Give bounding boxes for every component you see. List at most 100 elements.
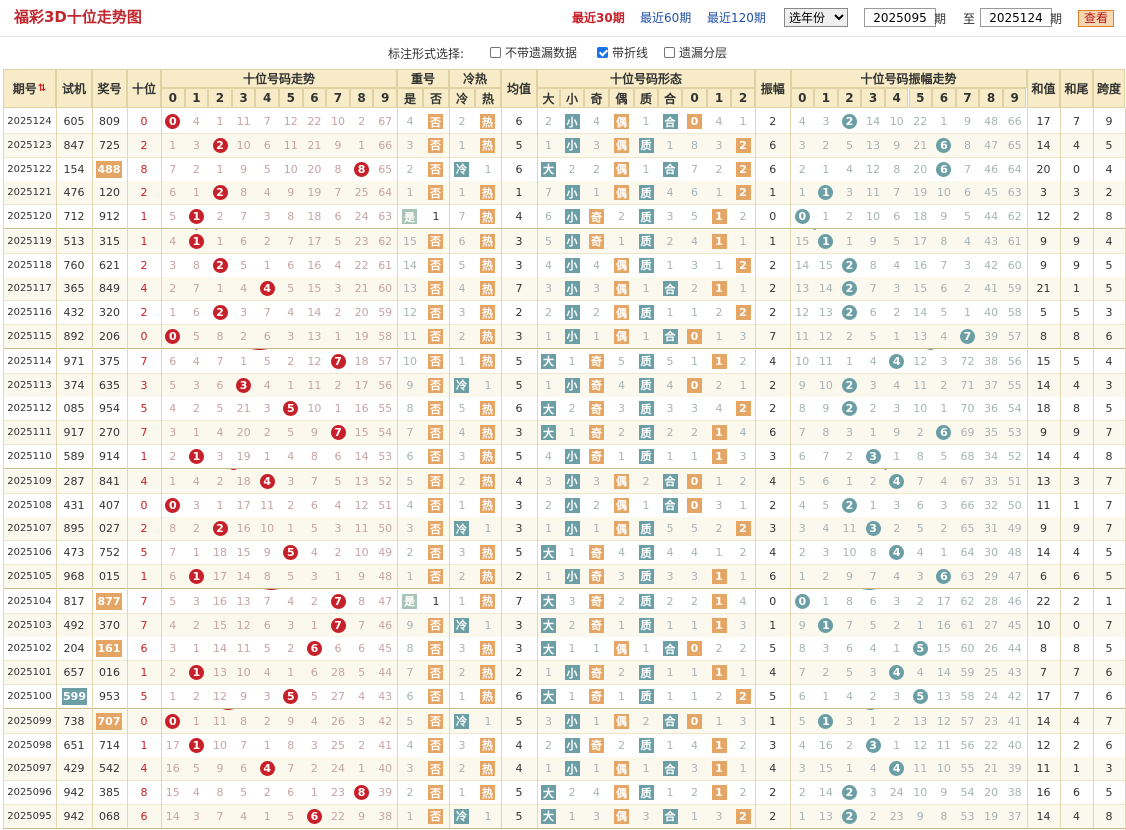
trend-miss-cell: 17 — [165, 738, 180, 752]
tens-cell: 1 — [140, 210, 148, 223]
issue-cell: 2025122 — [7, 163, 52, 175]
trend-miss-cell: 57 — [378, 354, 393, 368]
form-tag: 2 — [735, 688, 751, 704]
cold-tag: 冷 — [454, 617, 469, 633]
trend-miss-cell: 9 — [240, 162, 248, 176]
trend-miss-cell: 2 — [358, 115, 366, 128]
issue-cell: 2025115 — [7, 330, 52, 342]
cold-miss-cell: 6 — [458, 234, 466, 248]
amp-miss-cell: 39 — [1007, 762, 1022, 776]
amp-miss-cell: 55 — [960, 762, 975, 776]
tens-cell: 0 — [140, 115, 148, 128]
form-tag: 2 — [735, 808, 751, 824]
test-cell: 971 — [63, 354, 85, 368]
trend-miss-cell: 3 — [169, 258, 177, 272]
range-link-30[interactable]: 最近30期 — [572, 11, 625, 25]
trend-ball: 7 — [330, 425, 346, 441]
form-miss-cell: 6 — [691, 186, 698, 200]
trend-miss-cell: 1 — [263, 449, 271, 463]
test-cell: 287 — [63, 474, 85, 488]
trend-miss-cell: 3 — [263, 402, 271, 416]
checkbox-layered[interactable] — [664, 47, 675, 58]
option-layered[interactable]: 遗漏分层 — [664, 44, 727, 61]
header-issue-label[interactable]: 期号 — [12, 82, 37, 96]
span-cell: 4 — [1105, 162, 1113, 176]
header-repeat-yes: 是 — [397, 88, 423, 108]
prize-cell: 621 — [99, 258, 120, 272]
form-miss-cell: 2 — [691, 786, 698, 799]
query-button[interactable]: 查看 — [1078, 10, 1114, 27]
form-tag: 质 — [638, 233, 654, 249]
cold-miss-cell: 5 — [458, 402, 466, 416]
header-amp-digit: 0 — [790, 88, 815, 108]
amp-miss-cell: 11 — [842, 522, 857, 536]
form-tag: 大 — [541, 161, 556, 177]
sum-cell: 20 — [1036, 162, 1051, 176]
trend-miss-cell: 14 — [307, 306, 322, 320]
amp-miss-cell: 3 — [916, 569, 924, 583]
form-miss-cell: 1 — [739, 762, 747, 776]
amp-miss-cell: 4 — [893, 569, 901, 583]
cold-miss-cell: 2 — [458, 569, 466, 583]
option-with-line[interactable]: 带折线 — [597, 44, 648, 61]
form-tag: 合 — [662, 473, 678, 489]
trend-miss-cell: 5 — [263, 162, 271, 176]
checkbox-with-line[interactable] — [597, 47, 608, 58]
trend-ball: 2 — [212, 305, 228, 321]
trend-ball: 1 — [188, 233, 204, 249]
year-select[interactable]: 选年份 — [784, 8, 848, 27]
amp-miss-cell: 67 — [960, 474, 975, 488]
test-highlight: 599 — [62, 687, 87, 705]
avg-cell: 7 — [515, 594, 523, 608]
form-miss-cell: 5 — [691, 210, 698, 223]
form-tag: 奇 — [589, 448, 604, 464]
repeat-miss-cell: 8 — [406, 642, 414, 656]
amp-miss-cell: 3 — [893, 282, 901, 296]
sum-cell: 12 — [1036, 210, 1051, 223]
form-tag: 小 — [564, 233, 580, 249]
prize-cell: 849 — [99, 282, 120, 296]
from-issue-input[interactable] — [864, 8, 936, 27]
option-no-miss[interactable]: 不带遗漏数据 — [490, 44, 577, 61]
form-miss-cell: 4 — [545, 258, 552, 272]
trend-miss-cell: 18 — [212, 546, 227, 560]
form-tag: 大 — [541, 353, 556, 369]
form-miss-cell: 1 — [715, 474, 723, 488]
header-cold: 冷 — [449, 88, 475, 108]
sum-cell: 16 — [1036, 786, 1051, 799]
cold-miss-cell: 3 — [458, 306, 466, 320]
form-miss-cell: 5 — [691, 522, 698, 536]
amp-miss-cell: 18 — [913, 210, 928, 223]
sort-icon[interactable]: ⇅ — [37, 83, 47, 94]
amp-miss-cell: 61 — [1007, 234, 1022, 248]
table-row — [3, 301, 1125, 326]
cold-miss-cell: 5 — [458, 258, 466, 272]
form-miss-cell: 1 — [545, 666, 552, 680]
amp-miss-cell: 1 — [963, 306, 971, 320]
amp-ball: 2 — [842, 401, 857, 417]
range-link-120[interactable]: 最近120期 — [707, 11, 766, 25]
span-cell: 8 — [1105, 449, 1113, 463]
checkbox-no-miss[interactable] — [490, 47, 501, 58]
form-tag: 0 — [687, 641, 702, 657]
amp-cell: 2 — [769, 498, 777, 512]
prize-cell: 809 — [99, 115, 120, 128]
amp-miss-cell: 14 — [818, 786, 833, 799]
form-miss-cell: 4 — [739, 594, 747, 608]
trend-miss-cell: 6 — [192, 306, 200, 320]
trend-miss-cell: 3 — [287, 618, 295, 632]
trend-miss-cell: 8 — [169, 522, 177, 536]
prize-cell: 407 — [99, 498, 120, 512]
form-tag: 小 — [564, 568, 580, 584]
to-issue-input[interactable] — [980, 8, 1052, 27]
cold-miss-cell: 3 — [458, 449, 466, 463]
form-tag: 偶 — [614, 114, 629, 129]
table-row — [3, 110, 1125, 134]
amp-miss-cell: 5 — [798, 714, 806, 728]
trend-ball: 2 — [212, 137, 228, 153]
range-link-60[interactable]: 最近60期 — [640, 11, 692, 25]
amp-miss-cell: 1 — [798, 809, 806, 823]
amp-cell: 3 — [769, 738, 777, 752]
repeat-no-tag: 否 — [428, 521, 443, 537]
test-cell: 605 — [63, 115, 85, 128]
